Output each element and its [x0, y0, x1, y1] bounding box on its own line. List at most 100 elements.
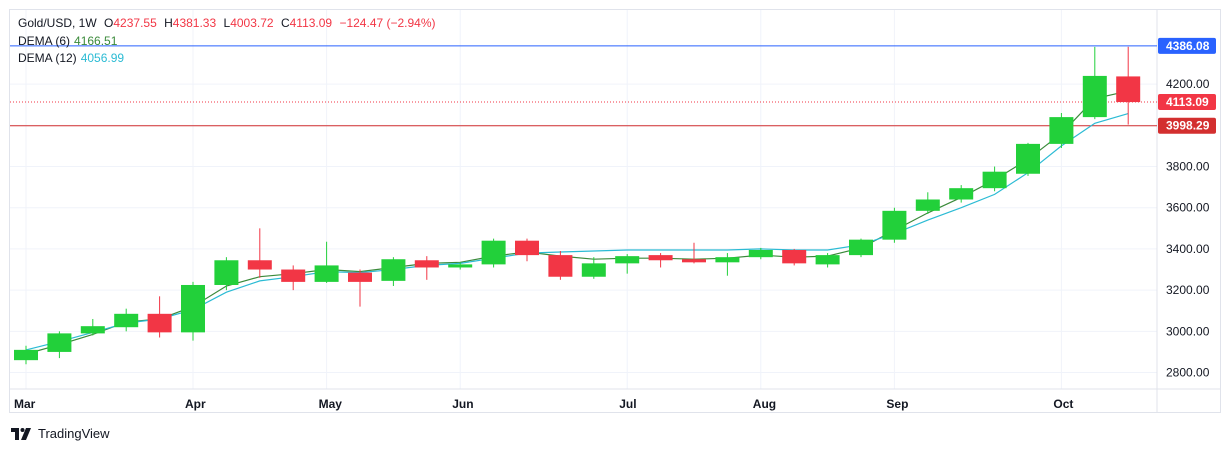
candle-body: [915, 199, 940, 211]
candle: [47, 331, 72, 359]
candle: [615, 254, 640, 274]
candle-body: [849, 239, 873, 256]
candle-body: [147, 313, 172, 333]
close-value: 4113.09: [289, 16, 333, 30]
candle-body: [381, 259, 406, 281]
candle-body: [181, 284, 205, 333]
x-tick-label: May: [319, 397, 343, 411]
candle-body: [1082, 75, 1107, 118]
candle-body: [281, 269, 306, 282]
candle-body: [648, 255, 673, 261]
low-value: 4003.72: [230, 16, 274, 30]
candle: [147, 296, 172, 338]
dema6-value: 4166.51: [74, 34, 118, 48]
dema-lines: [25, 90, 1129, 355]
candle: [181, 281, 205, 341]
ohlc-legend: Gold/USD, 1W O4237.55 H4381.33 L4003.72 …: [18, 16, 440, 31]
candle-body: [682, 259, 706, 263]
dema6-legend[interactable]: DEMA (6) 4166.51: [18, 34, 121, 49]
candle-body: [114, 313, 139, 328]
y-tick-label: 2800.00: [1166, 366, 1210, 380]
candle-body: [982, 171, 1007, 189]
candle-body: [1049, 117, 1074, 144]
candle-body: [949, 188, 974, 200]
candle: [281, 265, 306, 291]
x-tick-label: Oct: [1053, 397, 1073, 411]
x-tick-label: Jun: [452, 397, 473, 411]
price-marker-tags: 4386.08 4113.09 3998.29: [1158, 37, 1216, 134]
y-tick-label: 3000.00: [1166, 324, 1210, 338]
candle: [815, 253, 840, 268]
candle-body: [314, 265, 339, 282]
candle: [715, 253, 740, 276]
dema12-legend[interactable]: DEMA (12) 4056.99: [18, 51, 128, 66]
chart-frame: [9, 9, 1221, 413]
y-tick-label: 4200.00: [1166, 77, 1210, 91]
candle: [314, 241, 339, 283]
y-tick-label: 3400.00: [1166, 242, 1210, 256]
candle-body: [615, 256, 640, 264]
candle-body: [782, 249, 807, 264]
candle-body: [247, 260, 272, 270]
x-tick-label: Aug: [753, 397, 776, 411]
y-tick-label: 3200.00: [1166, 283, 1210, 297]
tradingview-logo-icon: [11, 427, 31, 440]
open-label: O: [104, 16, 114, 30]
candle-body: [14, 349, 38, 361]
dema6-label: DEMA (6): [18, 34, 71, 48]
candle: [782, 248, 807, 266]
candle: [949, 185, 974, 203]
candle-body: [414, 260, 439, 268]
candle-body: [348, 272, 372, 282]
candle: [80, 318, 105, 336]
x-tick-label: Sep: [886, 397, 908, 411]
x-axis-labels: Mar Apr May Jun Jul Aug Sep Oct: [14, 397, 1073, 411]
candle: [548, 250, 573, 280]
brand-name: TradingView: [38, 426, 110, 441]
change-value: −124.47 (−2.94%): [339, 16, 436, 30]
dema12-line: [25, 113, 1129, 351]
candle-body: [47, 333, 72, 352]
dema12-value: 4056.99: [80, 51, 125, 65]
y-tick-label: 3800.00: [1166, 160, 1210, 174]
high-label: H: [164, 16, 173, 30]
candle: [682, 242, 706, 264]
candle: [849, 238, 873, 258]
price-marker-tag: [1158, 94, 1216, 111]
price-marker-label: 4113.09: [1166, 95, 1209, 109]
high-value: 4381.33: [172, 16, 217, 30]
candle: [581, 257, 606, 279]
candle-body: [515, 240, 539, 256]
candles: [14, 46, 1141, 365]
price-marker-lines: [10, 45, 1157, 127]
price-marker-tag: [1158, 117, 1216, 134]
candle: [515, 238, 539, 262]
x-tick-label: Apr: [185, 397, 206, 411]
candle: [748, 247, 773, 260]
open-value: 4237.55: [113, 16, 157, 30]
candle: [1016, 142, 1040, 176]
candle: [481, 238, 506, 268]
candle-body: [80, 326, 105, 334]
candle: [414, 256, 439, 280]
candle-body: [448, 264, 473, 268]
x-tick-label: Mar: [14, 397, 36, 411]
tradingview-brand[interactable]: TradingView: [11, 426, 110, 441]
candle: [982, 166, 1007, 192]
candle: [348, 269, 372, 307]
candle: [915, 192, 940, 214]
candle-body: [882, 210, 907, 240]
symbol-label[interactable]: Gold/USD, 1W: [18, 16, 97, 30]
candle-body: [581, 263, 606, 277]
candle: [648, 253, 673, 268]
y-tick-label: 3600.00: [1166, 201, 1210, 215]
candle-body: [715, 257, 740, 263]
candle-body: [815, 255, 840, 265]
low-label: L: [223, 16, 231, 30]
y-axis-labels: 2800.00 3000.00 3200.00 3400.00 3600.00 3800.…: [1166, 77, 1210, 379]
price-marker-label: 4386.08: [1166, 39, 1210, 53]
candle: [214, 257, 239, 291]
candle: [882, 207, 907, 243]
price-marker-label: 3998.29: [1166, 119, 1210, 133]
